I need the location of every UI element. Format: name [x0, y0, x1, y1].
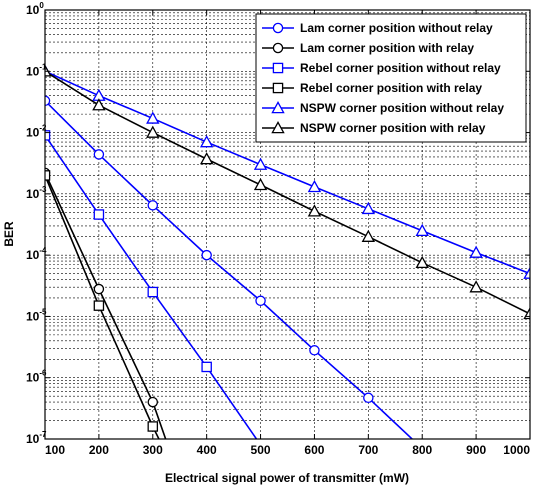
x-tick-label: 1000 [503, 443, 530, 457]
data-point [199, 152, 214, 165]
data-point [361, 201, 376, 215]
data-point [469, 245, 483, 258]
data-point [147, 286, 159, 298]
data-point [307, 179, 322, 193]
data-point [523, 266, 530, 279]
legend-marker [272, 62, 284, 74]
data-point [93, 149, 105, 160]
data-point [415, 255, 429, 269]
x-tick-label: 200 [89, 443, 109, 457]
x-axis-label: Electrical signal power of transmitter (… [165, 471, 409, 485]
series-layer [45, 64, 530, 439]
x-tick-label: 900 [466, 443, 486, 457]
y-tick-label: 10-1 [26, 62, 47, 78]
series-3 [45, 130, 258, 439]
series-line [45, 70, 530, 275]
x-tick-label: 300 [143, 443, 163, 457]
data-point [253, 157, 268, 170]
legend-entry-label: NSPW corner position without relay [300, 101, 504, 115]
data-point [199, 135, 214, 148]
data-point [146, 125, 160, 138]
x-tick-label: 100 [45, 443, 65, 457]
data-point [415, 223, 429, 237]
legend-marker [272, 82, 284, 94]
x-tick-label: 400 [197, 443, 217, 457]
data-point [147, 421, 159, 432]
data-point [93, 300, 105, 311]
legend-marker [271, 101, 285, 114]
legend-box [255, 13, 527, 143]
data-point [147, 200, 159, 211]
data-point [307, 204, 322, 217]
x-tick-label: 700 [358, 443, 378, 457]
series-6 [45, 64, 530, 320]
data-point [147, 396, 159, 408]
data-point [469, 280, 483, 293]
y-tick-label: 10-2 [26, 124, 47, 140]
data-point [201, 249, 212, 261]
data-point [309, 345, 320, 356]
y-axis-label: BER [2, 221, 16, 247]
legend-entry-label: Lam corner position with relay [300, 41, 474, 55]
series-line [45, 172, 167, 439]
plot-frame [44, 9, 531, 440]
series-line [45, 100, 414, 439]
series-line [45, 175, 160, 439]
series-line [45, 70, 530, 315]
data-point [201, 361, 212, 373]
legend-entry-label: Lam corner position without relay [300, 21, 493, 35]
data-point [255, 295, 266, 307]
y-tick-label: 10-4 [26, 246, 47, 262]
data-point [363, 392, 374, 404]
y-tick-label: 10-5 [26, 307, 47, 323]
tick-layer: 100 200 300 400 500 600 700 800 900 1000 10-7 10-6 1… [26, 1, 531, 457]
data-point [93, 283, 105, 295]
data-point [92, 98, 106, 111]
x-tick-label: 800 [412, 443, 432, 457]
legend: Lam corner position without relay Lam cor… [255, 13, 527, 143]
legend-marker [272, 22, 284, 34]
legend-marker [271, 121, 285, 134]
legend-entry-label: Rebel corner position without relay [300, 61, 501, 75]
y-tick-label: 10-6 [26, 369, 47, 385]
y-tick-label: 100 [26, 1, 44, 17]
legend-marker [272, 42, 284, 54]
y-tick-label: 10-3 [26, 185, 47, 201]
data-point [361, 229, 376, 242]
legend-entry-label: NSPW corner position with relay [300, 121, 486, 135]
x-tick-label: 600 [304, 443, 324, 457]
data-point [93, 209, 105, 220]
x-tick-label: 500 [251, 443, 271, 457]
y-tick-label: 10-7 [26, 430, 47, 446]
data-point [253, 177, 268, 191]
data-point [146, 111, 160, 124]
legend-entry-label: Rebel corner position with relay [300, 81, 482, 95]
